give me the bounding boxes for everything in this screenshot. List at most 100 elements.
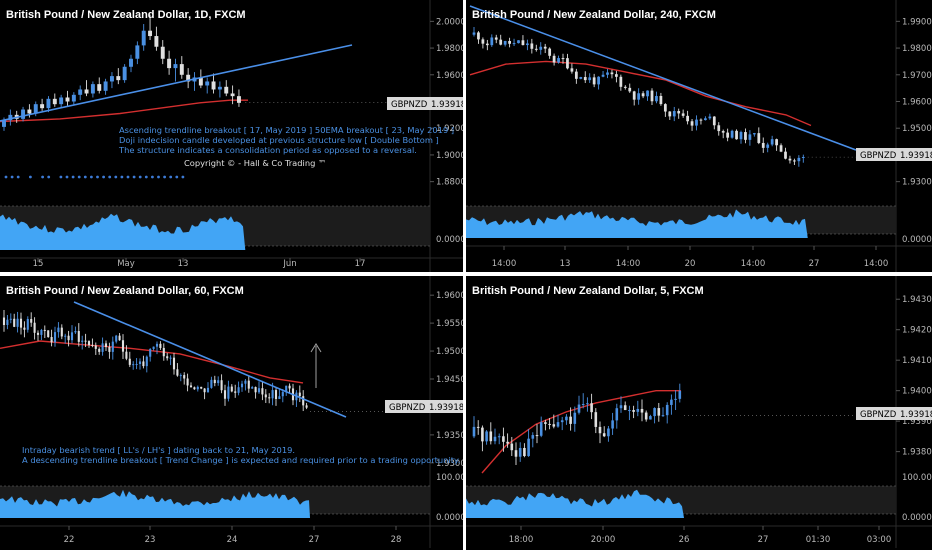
x-tick-label: 23	[145, 535, 156, 545]
candle-body	[544, 422, 547, 424]
candle-body	[111, 341, 114, 352]
candle-body	[166, 356, 169, 359]
candle-body	[40, 329, 43, 335]
x-tick-label: 26	[679, 535, 690, 545]
candle-body	[592, 77, 596, 85]
candle-body	[230, 386, 233, 392]
x-tick-label: 03:00	[867, 535, 892, 545]
candle-body	[261, 388, 264, 395]
price-tag-value-bg	[898, 407, 932, 420]
candle-body	[517, 40, 520, 44]
y-tick-label: 1.94300	[902, 295, 932, 305]
signal-dot	[175, 175, 179, 179]
chart-5-canvas[interactable]: 1.94300 1.94200 1.94100 1.94000 1.93900 1.938…	[466, 276, 932, 550]
candle-body	[179, 375, 182, 377]
chart-body: 1.960001.955001.950001.945001.940001.935…	[0, 276, 463, 548]
candle-body	[574, 71, 578, 79]
candle-body	[579, 77, 583, 79]
candle-body	[27, 109, 32, 114]
y-tick-label: 1.93500	[436, 431, 463, 441]
candle-body	[109, 76, 114, 82]
candle-body	[611, 420, 614, 429]
price-tag-value-bg	[429, 97, 463, 110]
candle-body	[531, 435, 535, 439]
x-tick-label: 22	[64, 535, 75, 545]
candle-body	[570, 68, 574, 72]
price-tag-symbol-bg	[387, 97, 429, 110]
panel-240[interactable]: 1.990001.980001.970001.960001.950001.940…	[466, 0, 932, 272]
candle-body	[672, 111, 676, 117]
candle-body	[213, 379, 216, 384]
candle-body	[670, 399, 673, 405]
candle-body	[708, 116, 712, 119]
x-tick-label: 27	[758, 535, 769, 545]
signal-dot	[65, 175, 69, 179]
y-tick-label: 1.94100	[902, 356, 932, 366]
candle-body	[607, 428, 610, 437]
candle-body	[30, 319, 33, 323]
y-tick-label: 1.94500	[436, 375, 463, 385]
candle-body	[141, 30, 146, 46]
candle-body	[761, 142, 765, 148]
candle-body	[118, 335, 121, 341]
y-tick-label: 1.94000	[902, 387, 932, 397]
candle-body	[779, 145, 783, 152]
candle-body	[128, 358, 131, 365]
candle-body	[539, 422, 543, 436]
candle-body	[797, 157, 801, 162]
candle-body	[690, 121, 694, 126]
candle-body	[472, 32, 476, 35]
candle-body	[556, 422, 560, 427]
candle-body	[223, 390, 227, 399]
candle-body	[565, 416, 568, 421]
candle-body	[6, 319, 9, 326]
candle-body	[615, 74, 618, 77]
candle-body	[476, 426, 480, 428]
y-tick-label: 1.98000	[436, 44, 463, 54]
projection-arrow-head	[310, 343, 322, 353]
candle-body	[526, 43, 529, 46]
candle-body	[288, 385, 291, 389]
candle-body	[619, 76, 623, 87]
candle-body	[581, 404, 585, 406]
candle-body	[155, 343, 159, 347]
candle-body	[285, 385, 288, 393]
candle-body	[497, 436, 501, 438]
chart-1d-canvas[interactable]: 2.000001.980001.960001.940001.920001.900…	[0, 0, 463, 272]
panel-1d[interactable]: 2.000001.980001.960001.940001.920001.900…	[0, 0, 463, 272]
chart-240-canvas[interactable]: 1.990001.980001.970001.960001.950001.940…	[466, 0, 932, 272]
signal-dot	[10, 175, 14, 179]
oscillator-tick-label: 100.0000	[902, 473, 932, 483]
candle-body	[142, 361, 145, 367]
candle-body	[251, 387, 254, 389]
ema-line	[0, 340, 304, 384]
signal-dot	[83, 175, 87, 179]
candle-body	[534, 48, 538, 50]
candle-body	[172, 357, 176, 370]
x-tick-label: 15	[33, 259, 44, 269]
candle-body	[655, 95, 658, 102]
candle-body	[183, 375, 186, 379]
panel-title: British Pound / New Zealand Dollar, 60, …	[6, 285, 244, 297]
panel-60[interactable]: 1.960001.955001.950001.945001.940001.935…	[0, 276, 463, 550]
candle-body	[636, 408, 640, 412]
panel-5[interactable]: 1.94300 1.94200 1.94100 1.94000 1.93900 1.938…	[466, 276, 932, 550]
candle-body	[637, 93, 641, 100]
candle-body	[224, 86, 229, 94]
candle-body	[646, 90, 649, 97]
signal-dot	[138, 175, 142, 179]
chart-60-canvas[interactable]: 1.960001.955001.950001.945001.940001.935…	[0, 276, 463, 550]
candle-body	[138, 361, 142, 364]
x-tick-label: 24	[227, 535, 238, 545]
candle-body	[240, 383, 244, 388]
candle-body	[186, 378, 189, 386]
candle-body	[247, 380, 250, 389]
candle-body	[586, 403, 589, 405]
signal-dot	[151, 175, 154, 179]
candle-body	[254, 387, 257, 393]
candle-body	[548, 423, 551, 425]
panel-divider-horizontal[interactable]	[0, 272, 932, 276]
candle-body	[203, 388, 206, 393]
oscillator-tick-label: 0.0000	[902, 235, 932, 245]
candle-body	[81, 340, 84, 342]
